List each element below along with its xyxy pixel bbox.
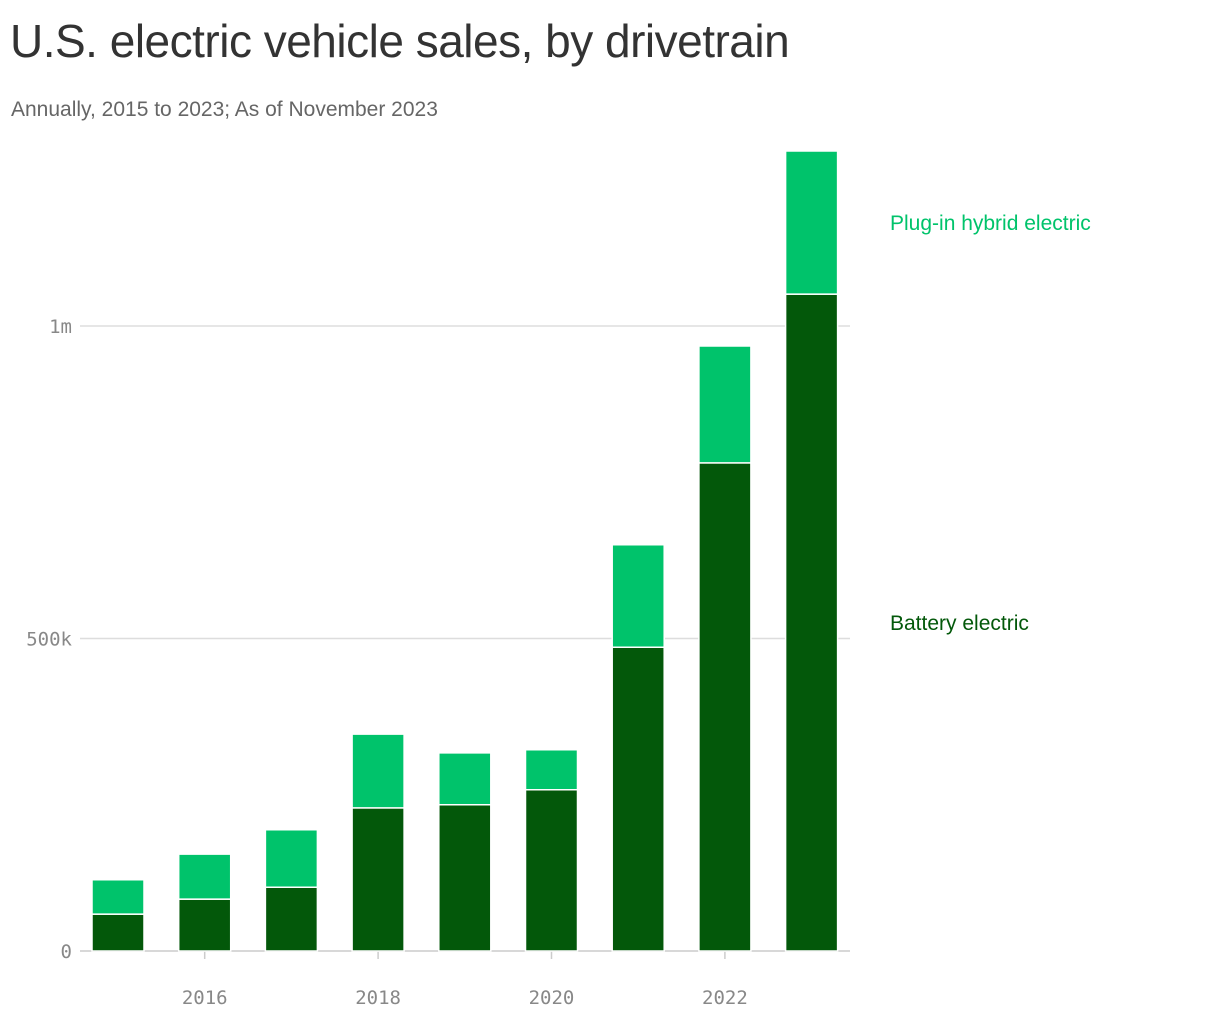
bar-battery-electric-2020: [524, 789, 579, 952]
bar-battery-electric-2021: [611, 646, 665, 952]
x-tick-label: 2020: [529, 987, 575, 1009]
bar-plugin-hybrid-2020: [524, 749, 579, 791]
bar-plugin-hybrid-2017: [264, 829, 319, 888]
bar-battery-electric-2016: [177, 898, 232, 952]
bar-battery-electric-2023: [784, 293, 839, 952]
bar-plugin-hybrid-2015: [91, 879, 145, 915]
bar-battery-electric-2019: [438, 804, 492, 952]
legend-label-plugin-hybrid: Plug-in hybrid electric: [890, 212, 1091, 235]
bar-plugin-hybrid-2016: [177, 853, 232, 900]
bar-battery-electric-2022: [698, 462, 752, 952]
legend-label-battery-electric: Battery electric: [890, 612, 1029, 635]
y-tick-label: 0: [61, 941, 72, 963]
bar-plugin-hybrid-2019: [438, 752, 492, 806]
x-tick-label: 2018: [355, 987, 401, 1009]
chart-title: U.S. electric vehicle sales, by drivetra…: [10, 15, 790, 67]
bar-battery-electric-2015: [91, 913, 145, 952]
x-tick-label: 2022: [702, 987, 748, 1009]
y-tick-label: 500k: [26, 629, 72, 651]
y-tick-label: 1m: [49, 316, 72, 338]
bar-plugin-hybrid-2022: [698, 345, 752, 464]
bar-battery-electric-2017: [264, 886, 319, 952]
chart-subtitle: Annually, 2015 to 2023; As of November 2…: [11, 98, 438, 121]
bar-battery-electric-2018: [351, 807, 405, 952]
bar-plugin-hybrid-2023: [784, 150, 839, 295]
bar-plugin-hybrid-2021: [611, 544, 665, 648]
x-tick-label: 2016: [182, 987, 228, 1009]
bar-plugin-hybrid-2018: [351, 733, 405, 809]
